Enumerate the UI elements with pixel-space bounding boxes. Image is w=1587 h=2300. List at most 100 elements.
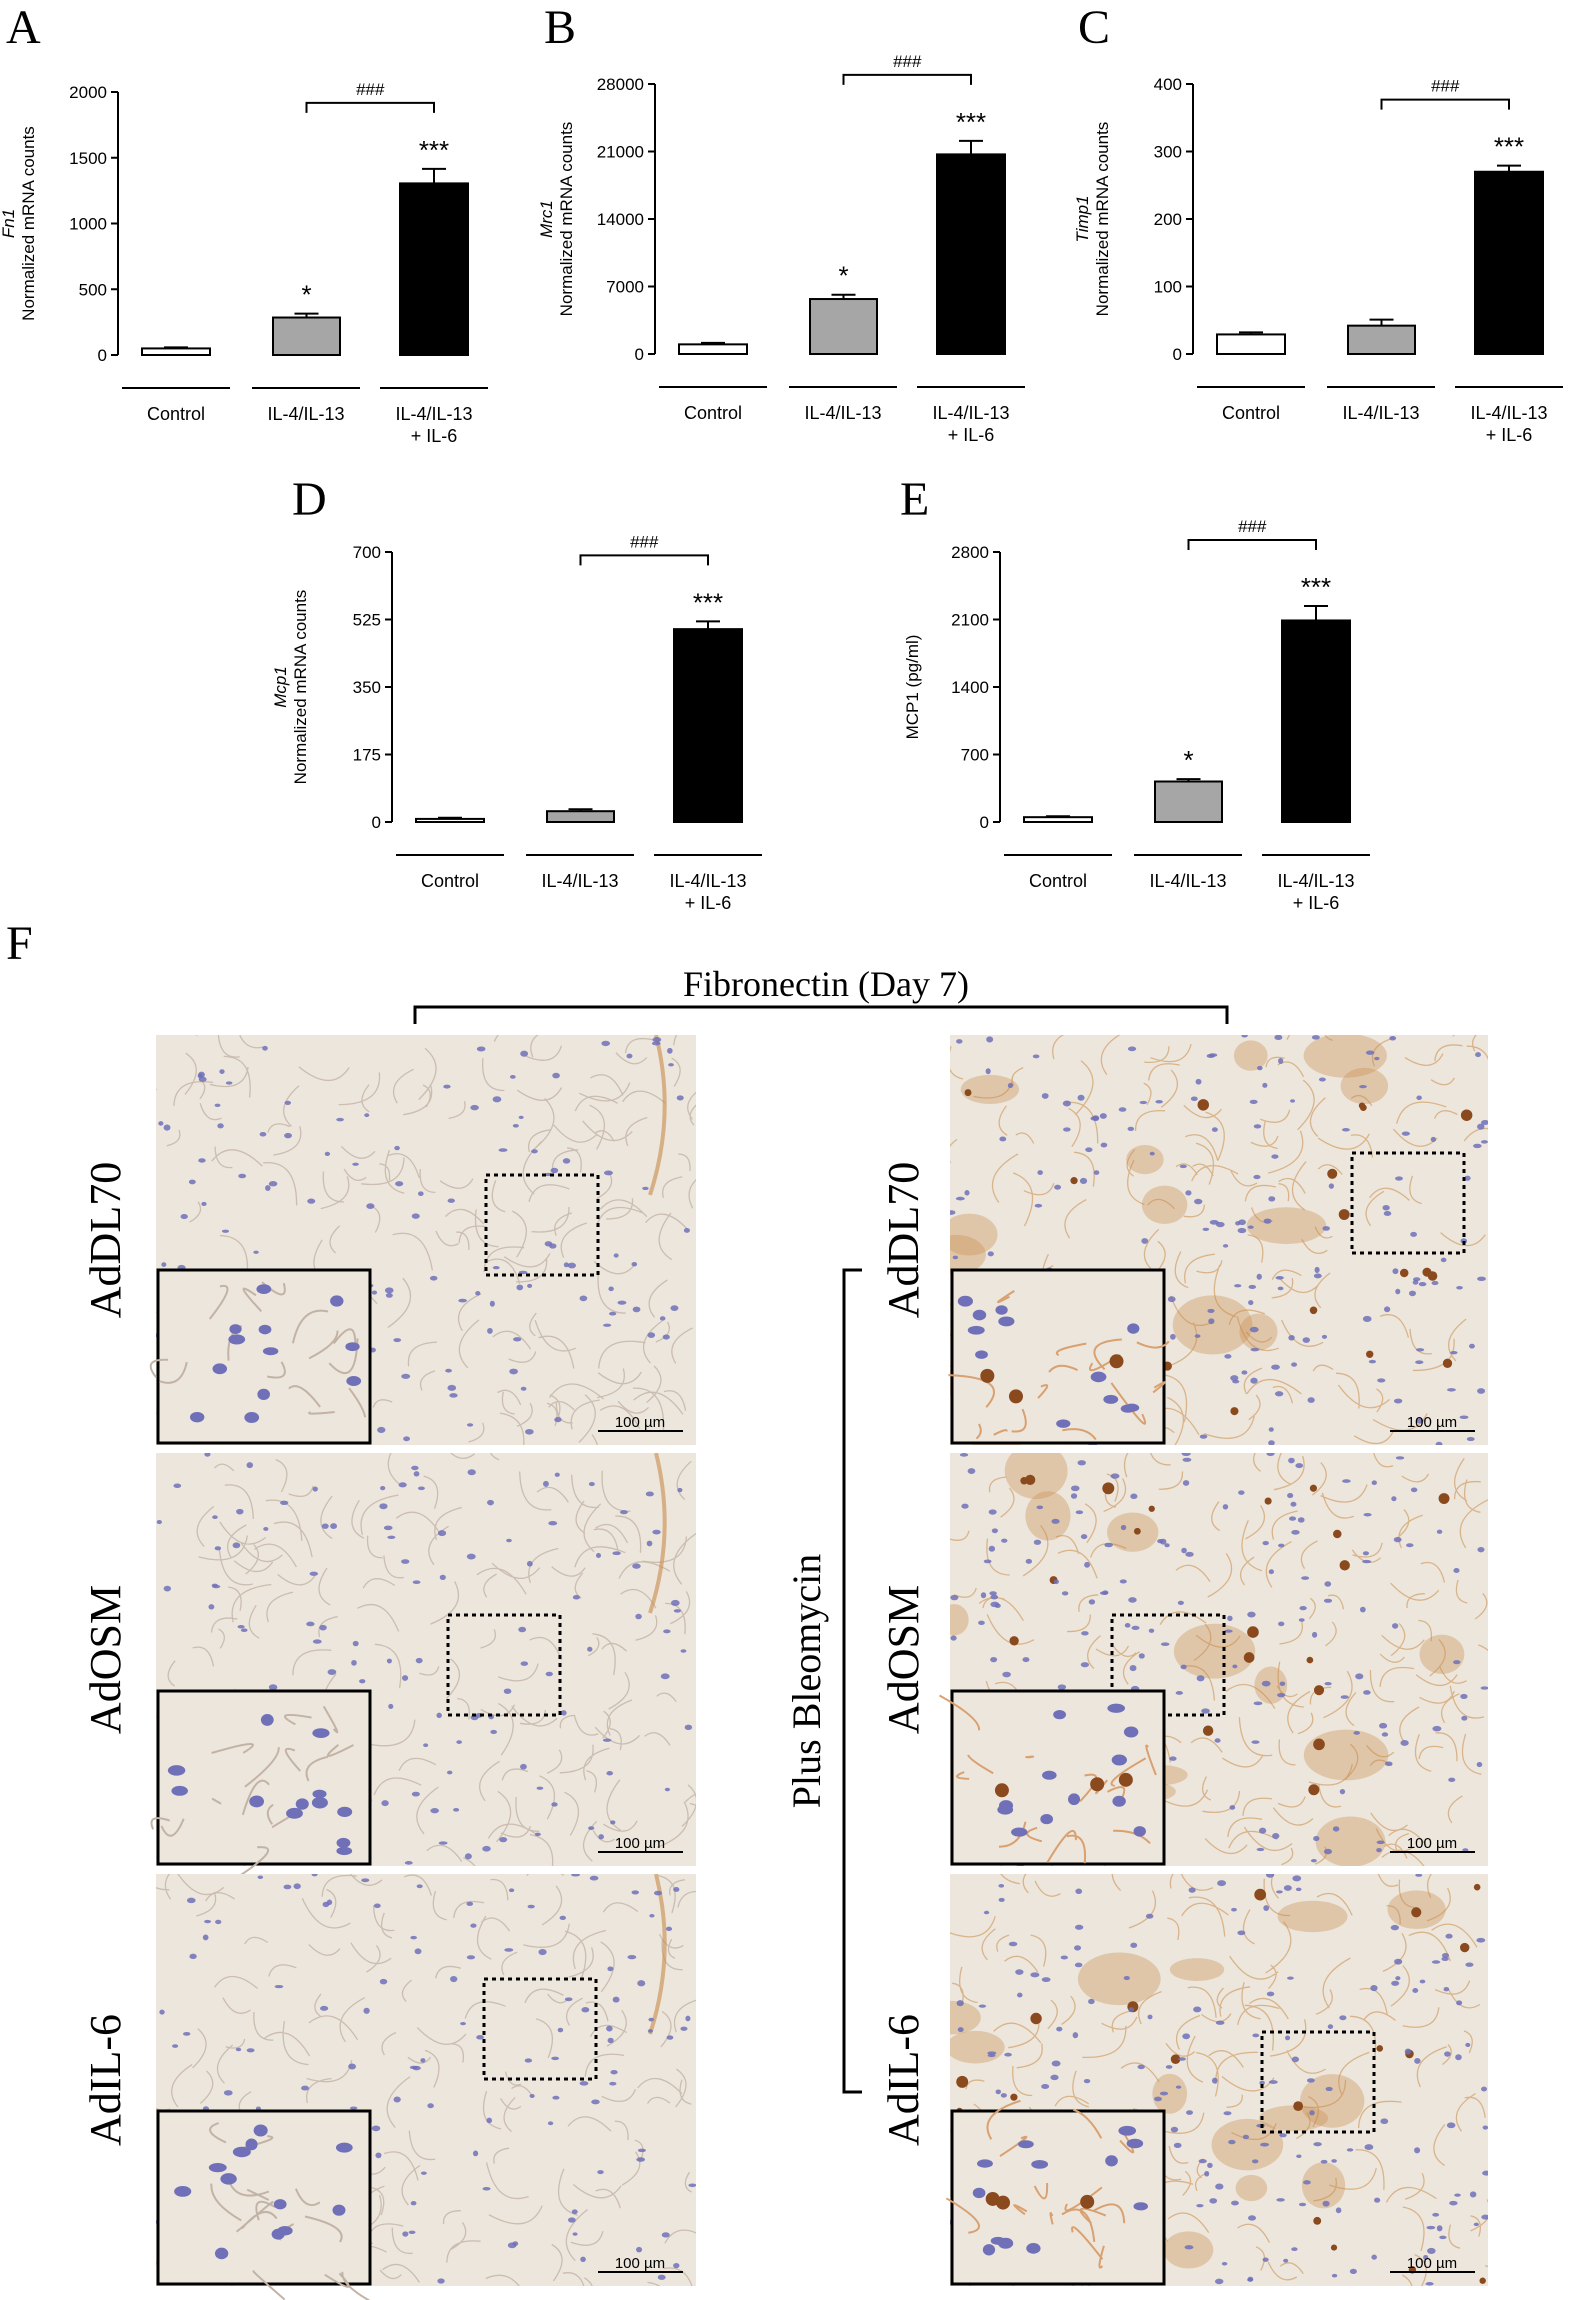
fibronectin-stain <box>1301 2162 1346 2209</box>
nucleus <box>1426 2225 1436 2230</box>
zoom-region-box <box>1260 2030 1376 2134</box>
nucleus <box>662 1334 670 1340</box>
nucleus <box>202 1934 209 1941</box>
nucleus <box>1247 2278 1254 2282</box>
nucleus <box>1194 1334 1201 1338</box>
nucleus <box>631 1890 639 1895</box>
nucleus <box>1370 1984 1378 1992</box>
nucleus <box>684 1724 693 1731</box>
nucleus <box>1157 1538 1164 1544</box>
nucleus <box>526 1560 533 1567</box>
nucleus <box>635 1613 642 1620</box>
nucleus <box>652 1529 661 1535</box>
nucleus <box>1256 1273 1262 1280</box>
stained-cell <box>1148 1505 1155 1512</box>
nucleus <box>1041 2084 1050 2089</box>
nucleus <box>1324 1581 1332 1587</box>
nucleus <box>986 1036 994 1043</box>
nucleus <box>186 1897 196 1904</box>
nucleus <box>1257 1065 1263 1071</box>
inset-nucleus <box>311 1796 328 1809</box>
nucleus <box>238 1173 247 1179</box>
nucleus <box>978 2004 987 2008</box>
nucleus <box>1276 1890 1283 1894</box>
nucleus <box>1041 1977 1051 1983</box>
fibronectin-stain <box>1163 2231 1214 2269</box>
nucleus <box>1229 1805 1236 1810</box>
nucleus <box>1291 2247 1298 2252</box>
nucleus <box>520 1386 527 1391</box>
nucleus <box>609 1311 617 1316</box>
nucleus <box>520 1763 527 1770</box>
nucleus <box>512 1123 519 1128</box>
nucleus <box>1248 1300 1254 1306</box>
nucleus <box>1196 2203 1204 2208</box>
nucleus <box>1322 2200 1330 2207</box>
nucleus <box>1032 1054 1040 1059</box>
tissue-content <box>950 1874 1488 2286</box>
nucleus <box>232 1542 241 1549</box>
nucleus <box>1268 1427 1274 1432</box>
nucleus <box>1181 1547 1187 1554</box>
nucleus <box>384 1287 394 1294</box>
nucleus <box>1454 2193 1461 2197</box>
nucleus <box>1268 1196 1276 1202</box>
y-tick-label: 7000 <box>606 278 644 297</box>
nucleus <box>1252 2033 1260 2038</box>
zoom-inset <box>950 2109 1166 2286</box>
panel-label-f: F <box>6 917 33 970</box>
nucleus <box>268 1684 278 1691</box>
nucleus <box>551 1802 558 1807</box>
nucleus <box>1063 1127 1071 1132</box>
panel-label-e: E <box>900 473 930 526</box>
nucleus <box>1099 1113 1107 1119</box>
nucleus <box>1139 1100 1148 1105</box>
row-label-adosm: AdOSM <box>81 1585 130 1734</box>
nucleus <box>1057 1684 1067 1691</box>
y-axis-unit-label: MCP1 (pg/ml) <box>903 635 922 740</box>
nucleus <box>991 1528 998 1534</box>
nucleus <box>516 1284 524 1291</box>
nucleus <box>520 1050 529 1057</box>
nucleus <box>504 1948 514 1952</box>
y-axis-label: Timp1Normalized mRNA counts <box>1073 122 1112 317</box>
nucleus <box>1271 1154 1279 1159</box>
nucleus <box>1464 1175 1471 1181</box>
nucleus <box>1258 1827 1267 1834</box>
nucleus <box>518 1115 524 1120</box>
inset-nucleus <box>1011 1827 1028 1837</box>
nucleus <box>632 1306 641 1313</box>
nucleus <box>1481 2214 1488 2220</box>
nucleus <box>564 1997 573 2002</box>
nucleus <box>1325 2086 1333 2092</box>
nucleus <box>1283 1885 1292 1891</box>
nucleus <box>567 2217 576 2223</box>
nucleus <box>1053 1579 1059 1585</box>
nucleus <box>531 1149 538 1154</box>
scale-bar-label: 100 µm <box>1407 2255 1457 2272</box>
inset-nucleus <box>312 1789 327 1799</box>
stained-cell <box>1376 2045 1384 2052</box>
fibronectin-stain <box>1315 1816 1386 1866</box>
nucleus <box>1416 1418 1424 1424</box>
nucleus <box>1224 1354 1232 1359</box>
nucleus <box>411 1791 420 1797</box>
nucleus <box>989 1591 997 1596</box>
nucleus <box>1196 1675 1205 1682</box>
nucleus <box>1377 1378 1386 1383</box>
nucleus <box>467 1469 476 1476</box>
stained-cell <box>1170 2054 1181 2064</box>
nucleus <box>1237 1227 1247 1234</box>
nucleus <box>571 1874 581 1877</box>
nucleus <box>1130 1493 1138 1500</box>
nucleus <box>1000 2093 1007 2098</box>
nucleus <box>1278 1543 1285 1548</box>
nucleus <box>1323 1848 1333 1855</box>
nucleus <box>1025 1558 1033 1564</box>
nucleus <box>1193 2006 1202 2013</box>
category-label: Control <box>421 871 479 891</box>
stained-cell <box>1230 1407 1239 1416</box>
inset-nucleus <box>232 2146 251 2158</box>
bar <box>809 298 878 355</box>
nucleus <box>1395 1976 1401 1981</box>
